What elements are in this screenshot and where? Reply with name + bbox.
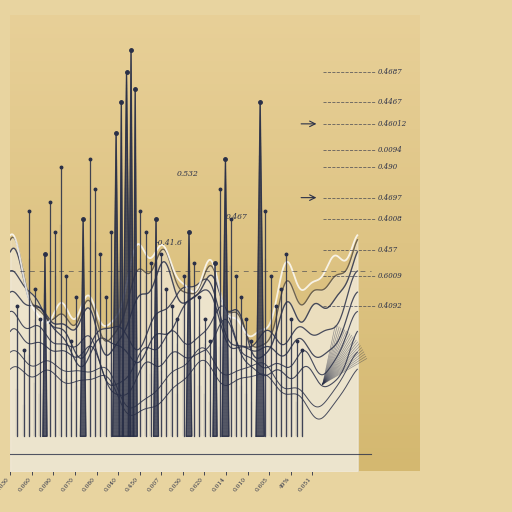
Text: 0.4687: 0.4687 [378,68,403,76]
Text: 0.4467: 0.4467 [378,98,403,106]
Polygon shape [80,219,86,436]
Text: 0.4697: 0.4697 [378,194,403,202]
Text: 0.467: 0.467 [225,214,247,221]
Text: 0.6009: 0.6009 [378,272,403,280]
Polygon shape [186,232,192,436]
Text: 0.0094: 0.0094 [378,146,403,154]
Text: 0.4008: 0.4008 [378,216,403,223]
Text: 0.532: 0.532 [177,170,199,178]
Text: 0.457: 0.457 [378,246,398,254]
Polygon shape [119,102,123,436]
Polygon shape [154,219,158,436]
Polygon shape [129,50,134,436]
Polygon shape [256,102,264,436]
Polygon shape [43,254,47,436]
Polygon shape [222,159,229,436]
Text: 0.490: 0.490 [378,163,398,171]
Polygon shape [113,133,120,436]
Text: 0.46012: 0.46012 [378,120,408,128]
Polygon shape [213,263,217,436]
Text: -0.41.6: -0.41.6 [156,240,183,247]
Polygon shape [122,72,131,436]
Text: 0.4092: 0.4092 [378,302,403,310]
Polygon shape [133,89,137,436]
